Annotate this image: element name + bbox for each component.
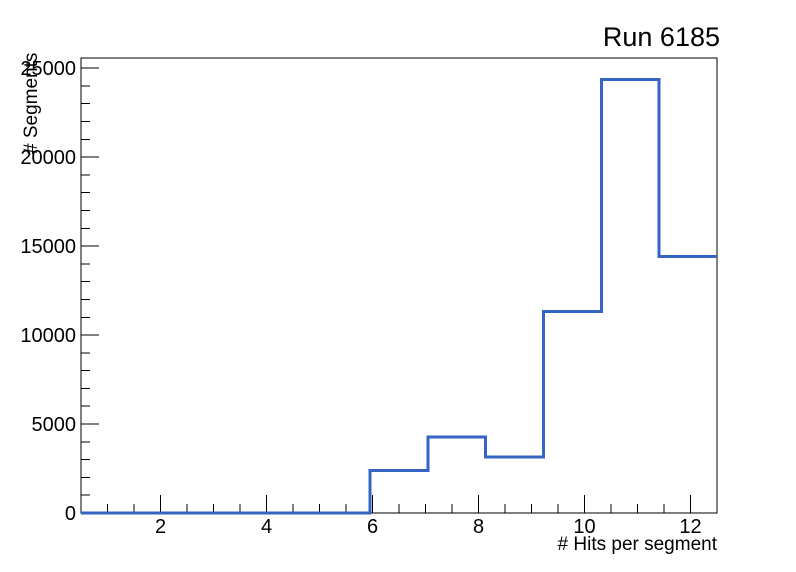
y-tick-label: 0 xyxy=(65,503,76,525)
x-tick-label: 2 xyxy=(155,516,166,538)
y-axis-label: # Segments xyxy=(21,52,42,154)
x-tick-label: 10 xyxy=(573,516,595,538)
y-tick-label: 5000 xyxy=(32,414,77,436)
y-tick-label: 20000 xyxy=(20,147,76,169)
y-tick-label: 10000 xyxy=(20,325,76,347)
x-axis-label: # Hits per segment xyxy=(557,534,717,555)
plot-frame xyxy=(80,57,718,514)
y-tick-label: 15000 xyxy=(20,236,76,258)
x-tick-label: 4 xyxy=(261,516,272,538)
x-tick-label: 6 xyxy=(367,516,378,538)
x-tick-label: 12 xyxy=(679,516,701,538)
histogram-step-line xyxy=(81,78,717,515)
y-tick-label: 25000 xyxy=(20,58,76,80)
x-tick-label: 8 xyxy=(473,516,484,538)
chart-title: Run 6185 xyxy=(602,22,720,52)
